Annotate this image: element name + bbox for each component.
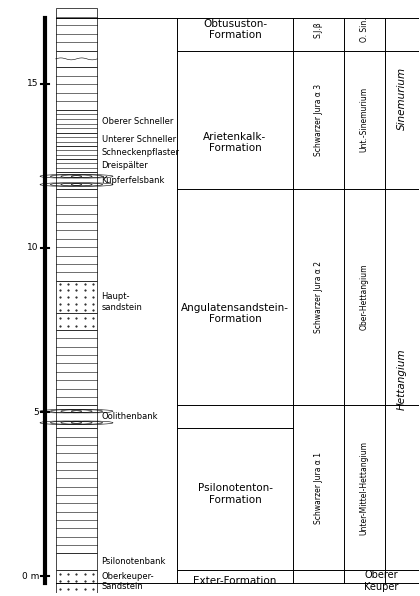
Text: Dreispälter: Dreispälter (102, 161, 148, 170)
Text: Kupferfelsbank: Kupferfelsbank (102, 176, 165, 185)
Bar (55, 313, 97, 330)
Text: Hettangium: Hettangium (397, 349, 407, 410)
Bar (55, 8, 97, 51)
Bar (55, 51, 97, 67)
Text: 0 m: 0 m (21, 572, 39, 581)
Text: Angulatensandstein-
Formation: Angulatensandstein- Formation (181, 303, 289, 324)
Text: Ober-Hettangium: Ober-Hettangium (360, 264, 369, 330)
Bar (55, 172, 97, 189)
Bar (55, 281, 97, 313)
Text: Oberer Schneller: Oberer Schneller (102, 117, 173, 126)
Text: Sinemurium: Sinemurium (397, 67, 407, 130)
Bar (55, 159, 97, 172)
Text: Psilonotenbank: Psilonotenbank (102, 557, 166, 566)
Text: Schwarzer Jura α 1: Schwarzer Jura α 1 (314, 452, 323, 524)
Text: Schneckenpflaster: Schneckenpflaster (102, 148, 179, 157)
Text: Unt.-Sinemurium: Unt.-Sinemurium (360, 87, 369, 152)
Text: Haupt-
sandstein: Haupt- sandstein (102, 292, 142, 312)
Bar (55, 405, 97, 429)
Bar (55, 110, 97, 133)
Text: Oberkeuper-
Sandstein: Oberkeuper- Sandstein (102, 572, 154, 591)
Text: S.J.β: S.J.β (314, 21, 323, 38)
Bar (55, 570, 97, 593)
Bar (55, 146, 97, 159)
Bar (55, 133, 97, 146)
Text: Unterer Schneller: Unterer Schneller (102, 135, 176, 144)
Text: Schwarzer Jura α 3: Schwarzer Jura α 3 (314, 83, 323, 156)
Text: 15: 15 (27, 79, 39, 88)
Text: Psilonotenton-
Formation: Psilonotenton- Formation (197, 483, 273, 505)
Bar (55, 429, 97, 553)
Text: Obtususton-
Formation: Obtususton- Formation (203, 18, 267, 40)
Text: Oberer
Keuper: Oberer Keuper (364, 570, 398, 592)
Bar (55, 189, 97, 281)
Bar (55, 67, 97, 110)
Text: 10: 10 (27, 243, 39, 252)
Text: 5: 5 (33, 408, 39, 417)
Bar (55, 553, 97, 570)
Bar (55, 330, 97, 405)
Text: Schwarzer Jura α 2: Schwarzer Jura α 2 (314, 261, 323, 333)
Text: O. Sin.: O. Sin. (360, 17, 369, 42)
Text: Oolithenbank: Oolithenbank (102, 412, 158, 421)
Text: Exter-Formation: Exter-Formation (193, 576, 277, 586)
Text: Arietenkalk-
Formation: Arietenkalk- Formation (203, 132, 267, 153)
Text: Unter-Mittel-Hettangium: Unter-Mittel-Hettangium (360, 440, 369, 535)
